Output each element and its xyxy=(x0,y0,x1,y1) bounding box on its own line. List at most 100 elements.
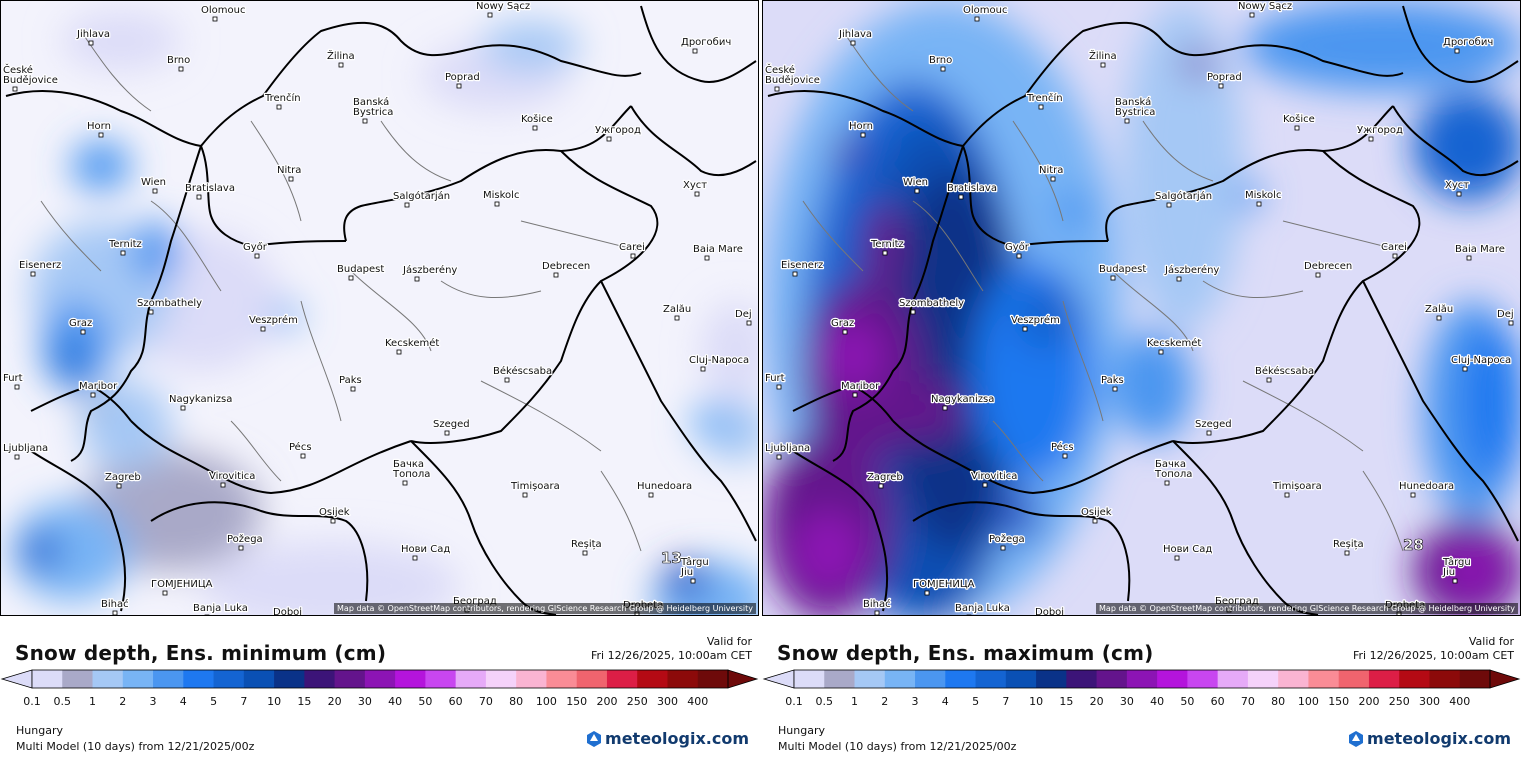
city-marker[interactable]: Ljubljana xyxy=(2,442,49,460)
city-marker[interactable]: Banja Luka xyxy=(192,602,249,616)
city-marker[interactable]: Hunedoara xyxy=(636,480,693,498)
city-marker[interactable]: Timișoara xyxy=(1271,480,1323,498)
city-marker[interactable]: Olomouc xyxy=(200,4,247,22)
city-marker[interactable]: Győr xyxy=(1004,240,1031,259)
city-marker[interactable]: Budapest xyxy=(1098,263,1148,281)
city-marker[interactable]: Jászberény xyxy=(1163,263,1221,282)
city-marker[interactable]: Нови Сад xyxy=(1162,543,1214,561)
city-marker[interactable]: Maribor xyxy=(78,380,119,398)
city-marker[interactable]: Baia Mare xyxy=(692,243,744,261)
city-marker[interactable]: Veszprém xyxy=(1010,313,1061,332)
city-marker[interactable]: Дрогобич xyxy=(1442,36,1494,54)
city-marker[interactable]: Cluj-Napoca xyxy=(1450,354,1512,372)
city-marker[interactable]: Szeged xyxy=(432,418,471,436)
city-marker[interactable]: Nagykanizsa xyxy=(168,393,234,411)
city-marker[interactable]: Maribor xyxy=(840,380,881,398)
city-marker[interactable]: Jászberény xyxy=(401,263,459,282)
city-marker[interactable]: Eisenerz xyxy=(780,259,825,277)
city-marker[interactable]: Reșița xyxy=(570,538,603,556)
city-marker[interactable]: Ljubljana xyxy=(764,442,811,460)
city-marker[interactable]: Horn xyxy=(848,120,874,138)
city-marker[interactable]: Nagykanizsa xyxy=(930,393,996,411)
city-marker[interactable]: ГОМЈЕНИЦА xyxy=(150,578,214,596)
city-marker[interactable]: Hunedoara xyxy=(1398,480,1455,498)
city-marker[interactable]: Trenčín xyxy=(263,91,302,110)
city-marker[interactable]: Banja Luka xyxy=(954,602,1011,616)
city-marker[interactable]: Békéscsaba xyxy=(1254,364,1315,383)
city-marker[interactable]: Furt xyxy=(764,372,786,390)
city-marker[interactable]: Doboj xyxy=(1034,606,1066,616)
city-marker[interactable]: Virovitica xyxy=(208,470,257,488)
city-marker[interactable]: Paks xyxy=(1100,374,1125,392)
city-marker[interactable]: Trenčín xyxy=(1025,91,1064,110)
meteologix-logo[interactable]: meteologix.com xyxy=(586,729,749,748)
city-marker[interactable]: Pécs xyxy=(288,440,313,459)
city-marker[interactable]: Szeged xyxy=(1194,418,1233,436)
city-marker[interactable]: Ternitz xyxy=(107,238,143,256)
city-marker[interactable]: Brno xyxy=(166,54,192,72)
city-marker[interactable]: Osijek xyxy=(318,506,351,524)
city-marker[interactable]: Paks xyxy=(338,374,363,392)
city-marker[interactable]: Jihlava xyxy=(837,28,873,46)
city-marker[interactable]: Ужгород xyxy=(594,124,642,142)
city-marker[interactable]: Хуст xyxy=(1444,179,1471,197)
city-marker[interactable]: Дрогобич xyxy=(680,36,732,54)
city-marker[interactable]: Dej xyxy=(734,308,753,326)
city-marker[interactable]: Olomouc xyxy=(962,4,1009,22)
city-marker[interactable]: Debrecen xyxy=(541,260,591,278)
city-marker[interactable]: Nitra xyxy=(1038,164,1065,182)
city-marker[interactable]: Debrecen xyxy=(1303,260,1353,278)
city-marker[interactable]: Graz xyxy=(68,317,94,335)
city-marker[interactable]: Zagreb xyxy=(866,471,904,489)
city-marker[interactable]: Jihlava xyxy=(75,28,111,46)
city-marker[interactable]: Furt xyxy=(2,372,24,390)
city-marker[interactable]: Veszprém xyxy=(248,313,299,332)
city-marker[interactable]: Pécs xyxy=(1050,440,1075,459)
city-marker[interactable]: Zalău xyxy=(1424,303,1454,321)
city-marker[interactable]: Salgótarján xyxy=(1154,189,1213,208)
city-marker[interactable]: Wien xyxy=(140,176,167,194)
city-marker[interactable]: ГОМЈЕНИЦА xyxy=(912,578,976,596)
city-marker[interactable]: Dej xyxy=(1496,308,1515,326)
city-marker[interactable]: Nowy Sącz xyxy=(1237,1,1293,18)
city-marker[interactable]: Košice xyxy=(520,112,554,131)
city-marker[interactable]: Osijek xyxy=(1080,506,1113,524)
city-marker[interactable]: Békéscsaba xyxy=(492,364,553,383)
city-marker[interactable]: Cluj-Napoca xyxy=(688,354,750,372)
city-marker[interactable]: Timișoara xyxy=(509,480,561,498)
city-marker[interactable]: Virovitica xyxy=(970,470,1019,488)
city-marker[interactable]: Bratislava xyxy=(946,182,998,200)
city-marker[interactable]: Poprad xyxy=(444,71,481,89)
city-marker[interactable]: Kecskemét xyxy=(1146,336,1203,355)
city-marker[interactable]: Požega xyxy=(988,532,1026,551)
city-marker[interactable]: Doboj xyxy=(272,606,304,616)
city-marker[interactable]: Salgótarján xyxy=(392,189,451,208)
city-marker[interactable]: Budapest xyxy=(336,263,386,281)
city-marker[interactable]: Reșița xyxy=(1332,538,1365,556)
city-marker[interactable]: Нови Сад xyxy=(400,543,452,561)
city-marker[interactable]: Bihać xyxy=(862,597,892,615)
city-marker[interactable]: Nowy Sącz xyxy=(475,1,531,18)
city-marker[interactable]: Zalău xyxy=(662,303,692,321)
city-marker[interactable]: Nitra xyxy=(276,164,303,182)
city-marker[interactable]: Kecskemét xyxy=(384,336,441,355)
city-marker[interactable]: Ужгород xyxy=(1356,124,1404,142)
city-marker[interactable]: Horn xyxy=(86,120,112,138)
city-marker[interactable]: Brno xyxy=(928,54,954,72)
snow-max-map[interactable]: Olomouc Nowy Sącz Jihlava Brno Žilina Poprad Д… xyxy=(762,0,1521,616)
city-marker[interactable]: Baia Mare xyxy=(1454,243,1506,261)
city-marker[interactable]: Graz xyxy=(830,317,856,335)
city-marker[interactable]: Žilina xyxy=(1088,48,1118,68)
city-marker[interactable]: Bihać xyxy=(100,597,130,615)
city-marker[interactable]: Eisenerz xyxy=(18,259,63,277)
city-marker[interactable]: Wien xyxy=(902,176,929,194)
city-marker[interactable]: Carei xyxy=(618,241,646,259)
city-marker[interactable]: Žilina xyxy=(326,48,356,68)
